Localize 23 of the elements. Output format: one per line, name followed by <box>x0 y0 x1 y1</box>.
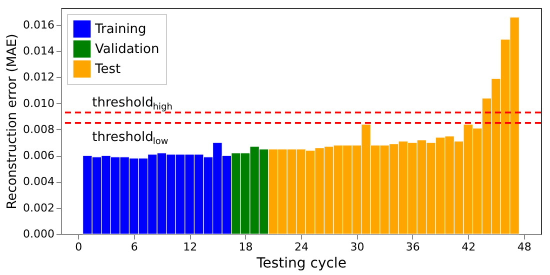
legend-label: Validation <box>95 42 160 57</box>
y-tick-label: 0.002 <box>23 201 54 214</box>
y-tick-label: 0.016 <box>23 18 54 32</box>
y-tick-label: 0.004 <box>23 175 54 188</box>
y-axis-title: Reconstruction error (MAE) <box>5 34 20 210</box>
x-tick-label: 30 <box>350 240 364 254</box>
x-tick-label: 18 <box>238 240 253 254</box>
x-tick-label: 12 <box>183 240 198 254</box>
y-tick-label: 0.012 <box>23 70 54 84</box>
x-tick-label: 42 <box>462 240 476 254</box>
y-tick-label: 0.000 <box>23 228 54 240</box>
x-tick-label: 24 <box>294 240 308 254</box>
x-tick-label: 0 <box>75 240 82 254</box>
y-tick-label: 0.010 <box>23 96 54 110</box>
x-tick-label: 6 <box>130 240 138 254</box>
y-tick-label: 0.014 <box>23 44 54 58</box>
x-tick-label: 36 <box>406 240 420 254</box>
y-tick-label: 0.008 <box>23 122 54 136</box>
legend-label: Training <box>94 22 146 37</box>
legend-label: Test <box>94 62 121 77</box>
x-axis-title: Testing cycle <box>256 256 346 272</box>
y-tick-label: 0.006 <box>23 149 54 162</box>
x-tick-label: 48 <box>517 240 532 254</box>
